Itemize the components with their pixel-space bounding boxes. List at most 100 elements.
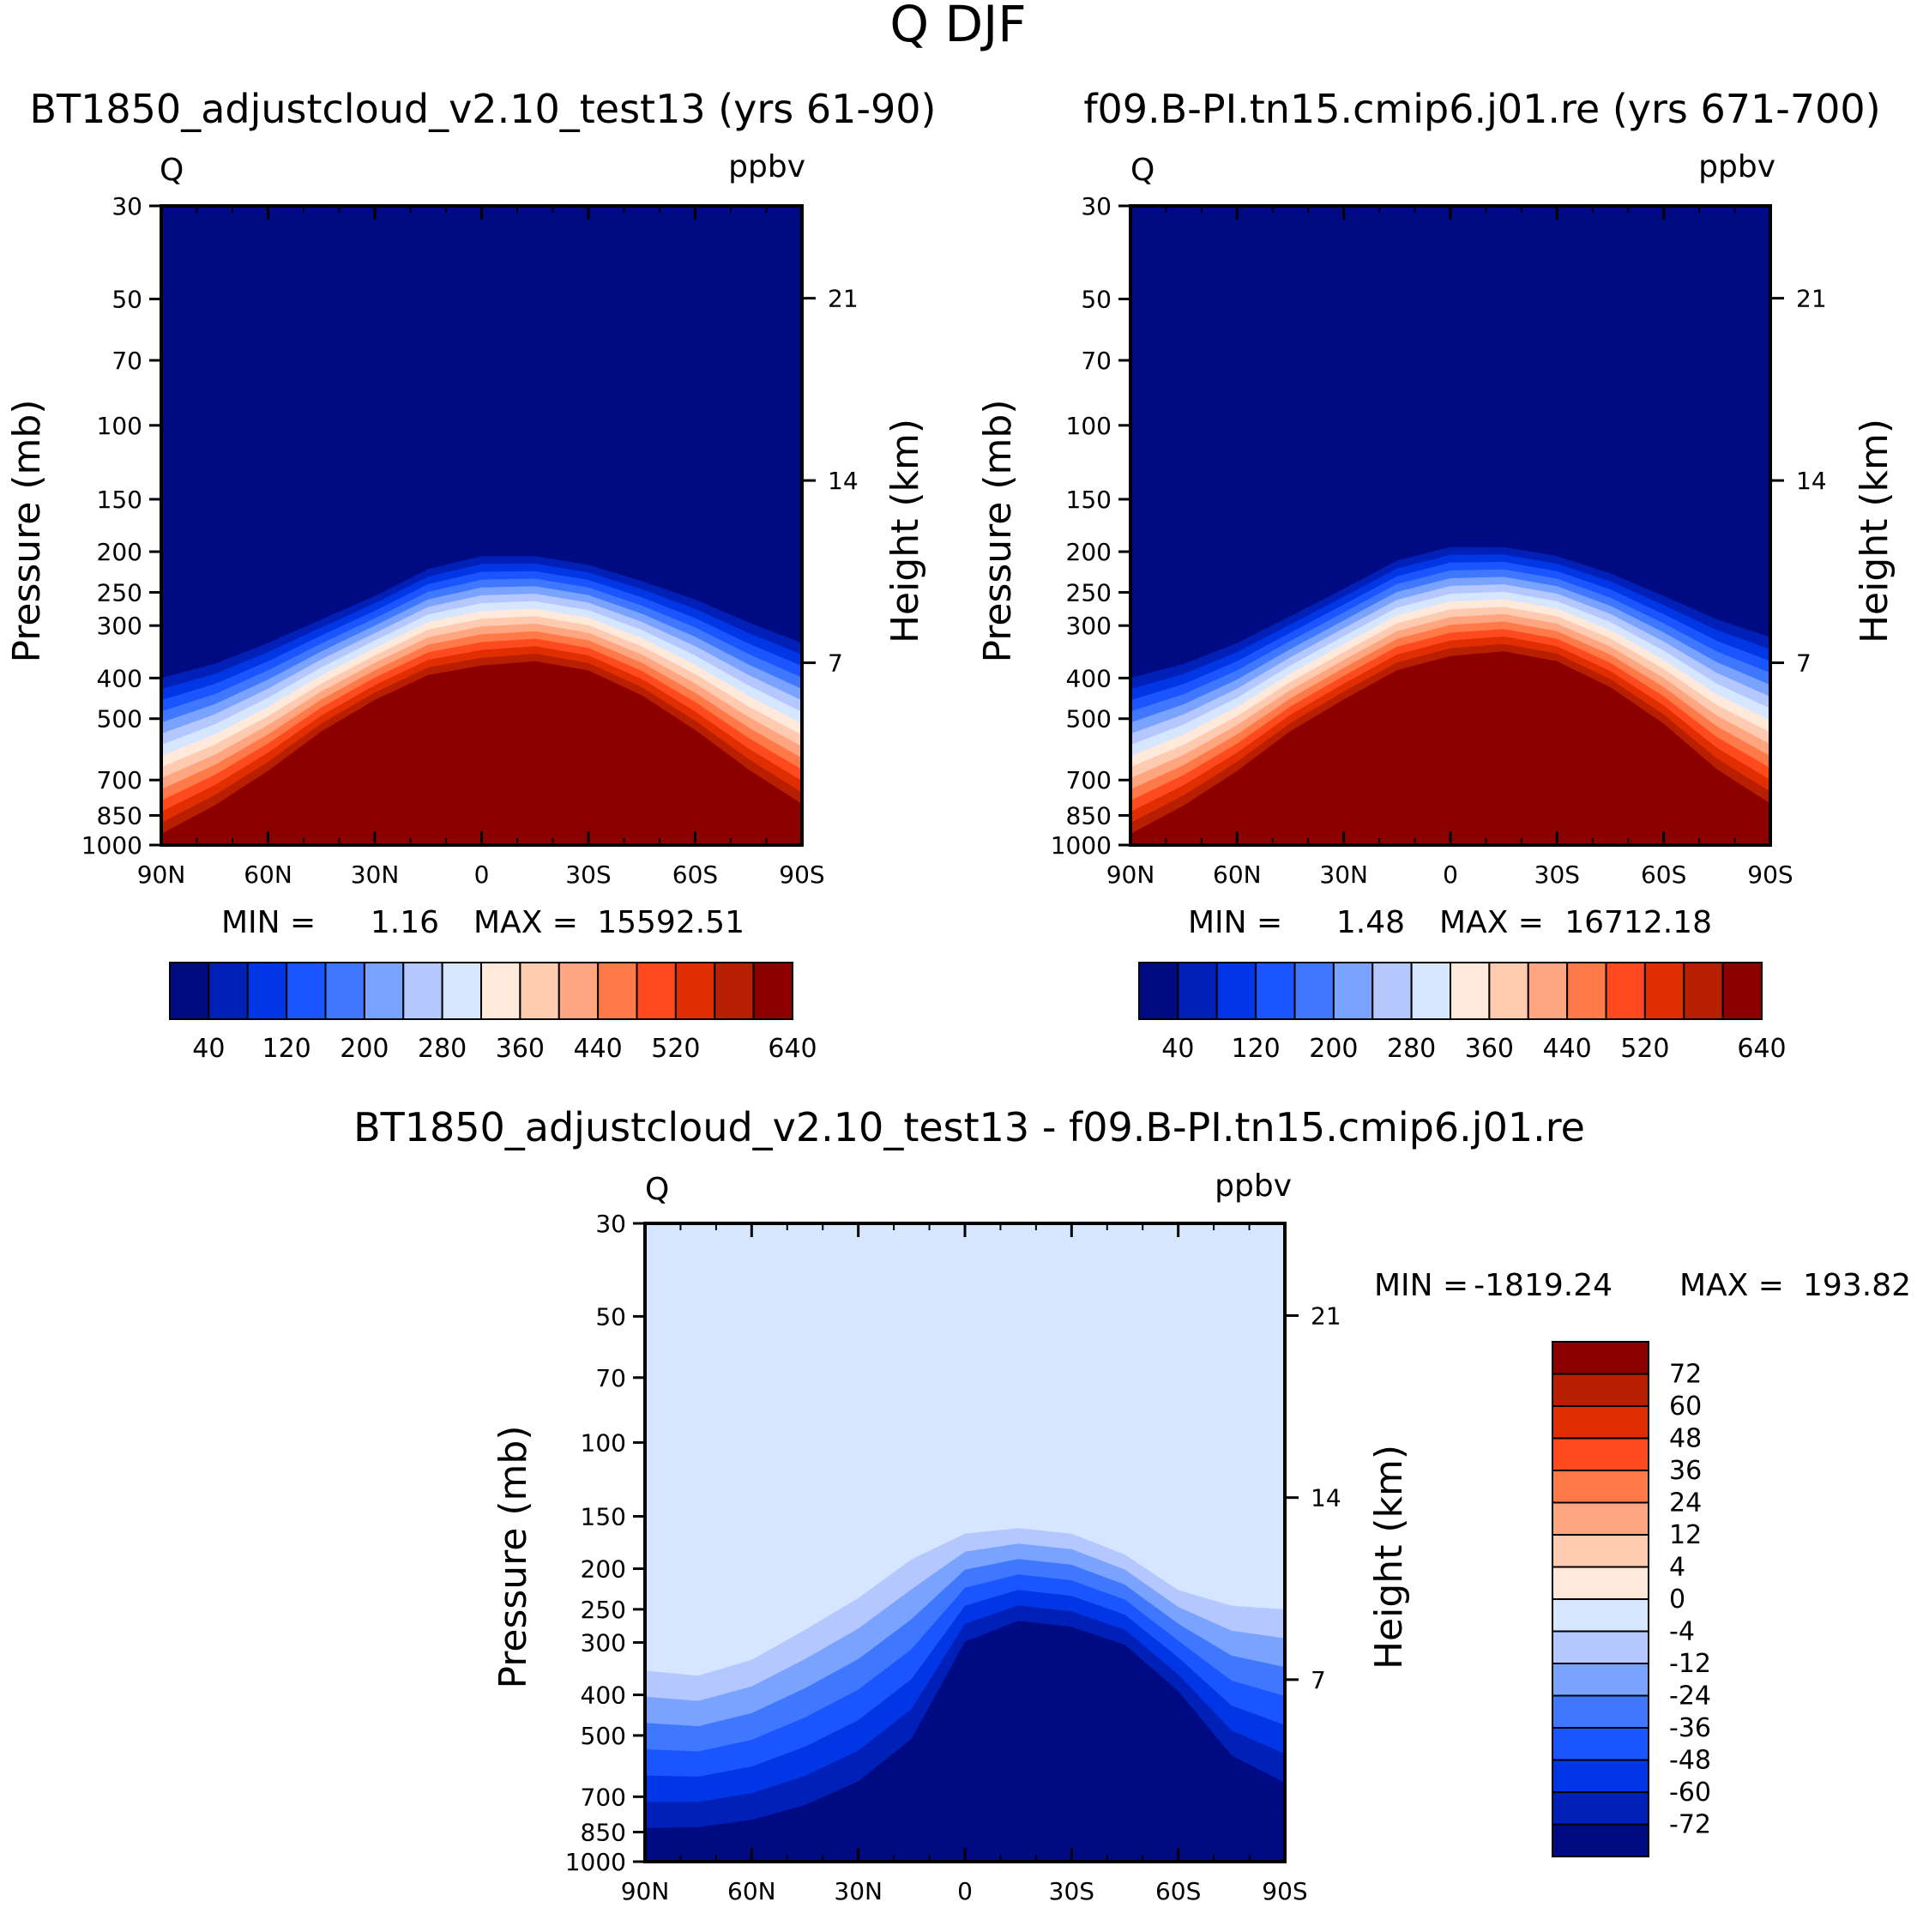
colorbar-box — [1410, 962, 1451, 1020]
min-label: MIN = — [221, 905, 316, 940]
colorbar-label: 640 — [1737, 1034, 1786, 1064]
y-tick-label: 300 — [581, 1629, 626, 1657]
colorbar-label: 640 — [768, 1034, 817, 1064]
x-tick-label: 90S — [1262, 1877, 1307, 1905]
colorbar-box — [674, 962, 716, 1020]
colorbar-box — [558, 962, 600, 1020]
height-tick-label: 21 — [1796, 285, 1827, 313]
y-tick-label: 70 — [595, 1364, 626, 1392]
contour-field — [161, 206, 802, 845]
colorbar-box — [402, 962, 443, 1020]
panel-title: BT1850_adjustcloud_v2.10_test13 - f09.B-… — [353, 1104, 1585, 1150]
colorbar-box — [1552, 1823, 1649, 1857]
min-label: MIN = — [1374, 1268, 1468, 1303]
y-tick-label: 30 — [595, 1210, 626, 1238]
x-tick-label: 60N — [1213, 860, 1262, 889]
colorbar-box — [1552, 1341, 1649, 1375]
colorbar-label: -4 — [1669, 1617, 1695, 1647]
y-tick-label: 150 — [581, 1502, 626, 1531]
colorbar-box — [1293, 962, 1335, 1020]
max-value: 15592.51 — [597, 905, 744, 940]
colorbar-label: 48 — [1669, 1424, 1702, 1454]
x-tick-label: 30N — [834, 1877, 883, 1905]
colorbar-box — [1552, 1534, 1649, 1568]
colorbar-label: 0 — [1669, 1585, 1685, 1615]
y-tick-label: 70 — [1081, 347, 1112, 375]
min-value: 1.16 — [371, 905, 439, 940]
x-tick-label: 0 — [474, 860, 490, 889]
colorbar-label: 36 — [1669, 1456, 1702, 1486]
colorbar-box — [1552, 1630, 1649, 1664]
colorbar-box — [1552, 1470, 1649, 1504]
y-tick-label: 500 — [97, 705, 142, 734]
y-tick-label: 400 — [581, 1681, 626, 1710]
colorbar-label: -48 — [1669, 1746, 1711, 1776]
y-tick-label: 100 — [97, 412, 142, 440]
colorbar-box — [1332, 962, 1374, 1020]
max-label: MAX = — [1439, 905, 1544, 940]
colorbar-box — [1552, 1727, 1649, 1761]
colorbar-box — [1450, 962, 1491, 1020]
y-tick-label: 50 — [112, 286, 142, 314]
colorbar-box — [1552, 1759, 1649, 1793]
colorbar-box — [1552, 1598, 1649, 1633]
colorbar-box — [1552, 1694, 1649, 1729]
max-label: MAX = — [473, 905, 578, 940]
y-tick-label: 850 — [581, 1819, 626, 1847]
x-tick-label: 90S — [1747, 860, 1793, 889]
colorbar-box — [286, 962, 327, 1020]
colorbar-box — [752, 962, 793, 1020]
colorbar-label: 24 — [1669, 1488, 1702, 1518]
colorbar-box — [1683, 962, 1724, 1020]
colorbar-label: -36 — [1669, 1713, 1711, 1743]
y-tick-label: 1000 — [565, 1848, 626, 1876]
y-tick-label: 250 — [581, 1596, 626, 1624]
panel-test: BT1850_adjustcloud_v2.10_test13 (yrs 61-… — [5, 86, 937, 1064]
colorbar-box — [636, 962, 677, 1020]
contour-field — [1130, 206, 1770, 845]
colorbar-box — [1255, 962, 1296, 1020]
colorbar-box — [1527, 962, 1569, 1020]
colorbar-label: -24 — [1669, 1681, 1711, 1712]
colorbar-label: 4 — [1669, 1553, 1685, 1583]
colorbar-label: -12 — [1669, 1649, 1711, 1679]
contour-core — [1130, 658, 1770, 845]
y-tick-label: 700 — [581, 1783, 626, 1811]
colorbar-label: 12 — [1669, 1520, 1702, 1550]
y-tick-label: 70 — [112, 347, 142, 375]
x-tick-label: 30N — [351, 860, 400, 889]
y-tick-label: 700 — [97, 766, 142, 794]
colorbar-box — [1552, 1437, 1649, 1471]
panel-control: f09.B-PI.tn15.cmip6.j01.re (yrs 671-700)… — [976, 86, 1896, 1064]
colorbar-box — [1138, 962, 1179, 1020]
contour-core — [645, 1636, 1285, 1862]
y-axis-label: Pressure (mb) — [491, 1426, 535, 1689]
y-tick-label: 300 — [1066, 612, 1112, 640]
x-tick-label: 30S — [1534, 860, 1580, 889]
x-tick-label: 90N — [137, 860, 186, 889]
colorbar-label: 40 — [1161, 1034, 1194, 1064]
colorbar-box — [1488, 962, 1529, 1020]
height-tick-label: 14 — [828, 467, 859, 495]
height-tick-label: 14 — [1311, 1484, 1341, 1512]
y2-axis-label: Height (km) — [883, 419, 927, 643]
panel-title: BT1850_adjustcloud_v2.10_test13 (yrs 61-… — [29, 86, 936, 132]
y-tick-label: 200 — [97, 538, 142, 566]
colorbar-box — [1177, 962, 1218, 1020]
y-tick-label: 500 — [581, 1722, 626, 1750]
y-tick-label: 400 — [97, 664, 142, 692]
y-tick-label: 500 — [1066, 705, 1112, 734]
colorbar-box — [324, 962, 365, 1020]
x-tick-label: 60S — [672, 860, 718, 889]
colorbar-box — [208, 962, 249, 1020]
colorbar-label: -60 — [1669, 1778, 1711, 1808]
colorbar-box — [1552, 1405, 1649, 1440]
x-tick-label: 60S — [1641, 860, 1686, 889]
colorbar-box — [1552, 1566, 1649, 1600]
min-value: -1819.24 — [1474, 1268, 1613, 1303]
colorbar-label: 440 — [573, 1034, 622, 1064]
colorbar-label: 280 — [418, 1034, 467, 1064]
corner-left-label: Q — [645, 1172, 669, 1207]
max-label: MAX = — [1679, 1268, 1784, 1303]
